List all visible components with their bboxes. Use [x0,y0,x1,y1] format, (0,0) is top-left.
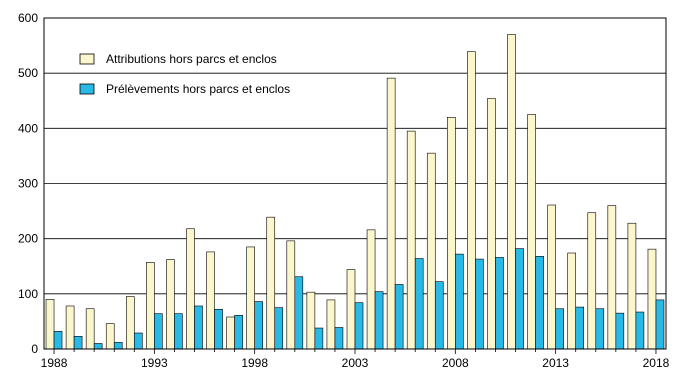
bar-attributions [65,305,75,350]
bar-prelevements [314,327,324,350]
bar-prelevements [93,343,103,350]
axes: 0 100 200 300 400 500 600 1988 1993 1998 2003 2008 2… [18,11,670,370]
bar-attributions [186,228,195,350]
y-tick-label: 0 [31,342,38,356]
bar-attributions [607,205,617,350]
bar-attributions [266,216,276,350]
bar-attributions [487,98,496,350]
bar-attributions [125,296,135,350]
bar-attributions [426,152,436,350]
bar-prelevements [374,291,384,350]
legend-swatch-attributions [79,53,95,65]
bar-prelevements [194,305,203,350]
y-tick-label: 600 [18,11,38,25]
bar-prelevements [655,299,665,350]
bar-attributions [547,204,556,350]
bar-attributions [105,323,115,350]
bar-attributions [386,77,396,350]
x-tick-label: 1988 [41,356,68,370]
bar-prelevements [414,258,424,350]
bar-attributions [166,259,175,350]
bar-attributions [146,262,155,350]
legend-label-attributions: Attributions hors parcs et enclos [106,52,277,66]
bar-prelevements [495,257,504,350]
bar-prelevements [234,315,243,350]
bar-prelevements [73,336,83,350]
bar-attributions [587,212,597,350]
y-tick-label: 200 [18,232,38,246]
x-tick-label: 2003 [342,356,369,370]
bar-attributions [45,299,55,350]
bar-attributions [85,308,95,350]
bar-attributions [447,117,456,350]
bar-attributions [527,114,536,350]
bar-attributions [246,246,255,350]
bar-prelevements [434,281,444,350]
bar-prelevements [133,332,143,350]
bar-prelevements [595,308,605,350]
bar-attributions [507,34,516,350]
bar-attributions [306,291,316,350]
bar-prelevements [555,308,564,350]
bar-prelevements [615,312,625,350]
y-tick-label: 500 [18,66,38,80]
bar-prelevements [455,253,464,350]
bar-prelevements [294,276,304,350]
bar-prelevements [354,302,364,350]
bar-attributions [467,51,476,350]
x-tick-label: 1998 [241,356,268,370]
legend: Attributions hors parcs et enclos Prélèv… [79,52,290,96]
bar-prelevements [394,284,404,350]
bar-attributions [326,299,336,350]
y-tick-label: 100 [18,287,38,301]
bar-prelevements [575,306,585,350]
bar-prelevements [515,248,524,350]
y-tick-label: 400 [18,121,38,135]
x-tick-label: 2018 [643,356,670,370]
bar-prelevements [475,258,484,350]
bar-prelevements [535,256,544,350]
bar-prelevements [214,308,223,350]
bar-prelevements [154,313,163,350]
bar-attributions [627,222,637,350]
bar-attributions [286,240,296,350]
bar-prelevements [113,342,123,350]
x-tick-label: 2013 [542,356,569,370]
bar-attributions [567,252,577,350]
bar-attributions [647,248,657,350]
bar-prelevements [53,331,63,350]
bar-attributions [346,269,356,350]
bars [45,34,665,350]
bar-prelevements [254,301,263,350]
bar-prelevements [274,307,284,350]
bar-prelevements [334,327,344,350]
y-tick-label: 300 [18,177,38,191]
bar-attributions [366,229,376,350]
x-tick-label: 2008 [442,356,469,370]
bar-attributions [226,316,235,350]
legend-swatch-prelevements [79,83,95,95]
bar-attributions [406,130,416,350]
bar-prelevements [635,311,645,350]
x-tick-label: 1993 [141,356,168,370]
legend-label-prelevements: Prélèvements hors parcs et enclos [106,82,290,96]
bar-prelevements [174,313,183,350]
bar-attributions [206,251,215,350]
